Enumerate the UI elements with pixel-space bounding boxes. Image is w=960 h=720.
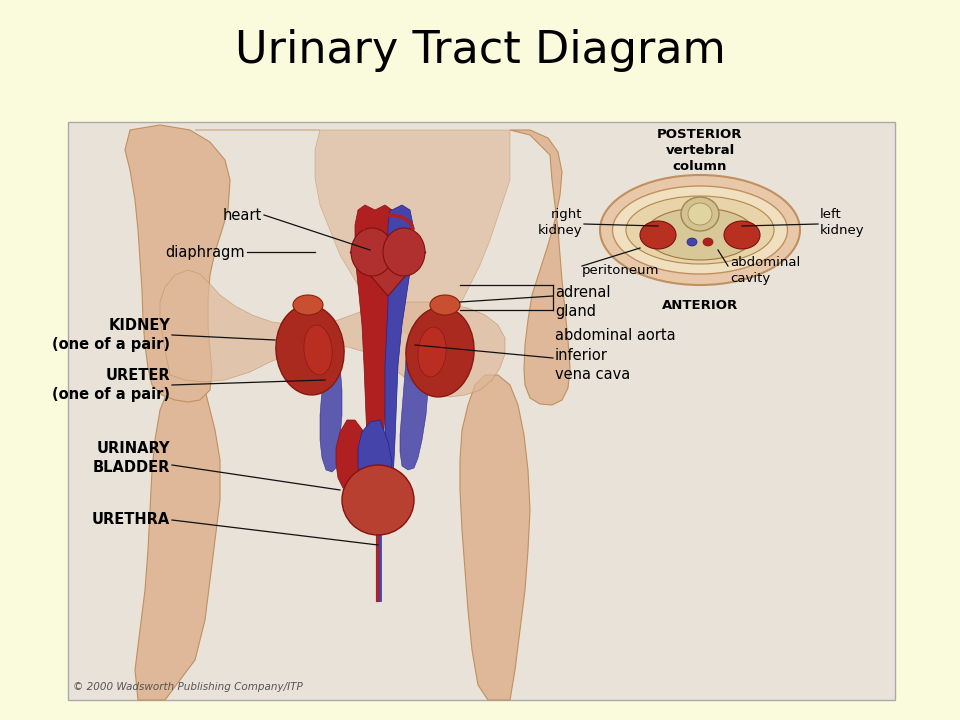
Ellipse shape: [640, 221, 676, 249]
Ellipse shape: [645, 208, 755, 260]
Polygon shape: [460, 375, 530, 700]
Text: URETER
(one of a pair): URETER (one of a pair): [52, 368, 170, 402]
Polygon shape: [510, 130, 570, 405]
Ellipse shape: [293, 295, 323, 315]
Ellipse shape: [342, 465, 414, 535]
Text: right
kidney: right kidney: [538, 207, 582, 236]
Ellipse shape: [688, 203, 712, 225]
Text: © 2000 Wadsworth Publishing Company/ITP: © 2000 Wadsworth Publishing Company/ITP: [73, 682, 302, 692]
Polygon shape: [336, 420, 370, 492]
Ellipse shape: [612, 186, 787, 274]
Polygon shape: [400, 350, 428, 470]
Ellipse shape: [406, 307, 474, 397]
Ellipse shape: [600, 175, 800, 285]
Ellipse shape: [681, 197, 719, 231]
Ellipse shape: [383, 228, 425, 276]
Polygon shape: [355, 205, 398, 505]
Polygon shape: [385, 205, 413, 505]
Text: peritoneum: peritoneum: [582, 264, 660, 276]
Text: KIDNEY
(one of a pair): KIDNEY (one of a pair): [52, 318, 170, 352]
Text: abdominal aorta
inferior
vena cava: abdominal aorta inferior vena cava: [555, 328, 676, 382]
Text: adrenal
gland: adrenal gland: [555, 284, 611, 320]
Polygon shape: [320, 350, 342, 472]
Text: diaphragm: diaphragm: [165, 245, 245, 259]
Polygon shape: [125, 125, 230, 402]
Ellipse shape: [276, 305, 344, 395]
Text: abdominal
cavity: abdominal cavity: [730, 256, 801, 284]
Ellipse shape: [418, 327, 446, 377]
Ellipse shape: [304, 325, 332, 375]
Ellipse shape: [687, 238, 697, 246]
Polygon shape: [195, 130, 510, 337]
Ellipse shape: [724, 221, 760, 249]
Polygon shape: [350, 252, 426, 296]
Text: ANTERIOR: ANTERIOR: [661, 299, 738, 312]
Bar: [68, 122, 895, 700]
Ellipse shape: [351, 228, 393, 276]
Ellipse shape: [626, 196, 774, 264]
Text: URINARY
BLADDER: URINARY BLADDER: [92, 441, 170, 475]
Polygon shape: [160, 270, 505, 397]
Text: heart: heart: [223, 207, 262, 222]
Text: URETHRA: URETHRA: [92, 513, 170, 528]
Text: Urinary Tract Diagram: Urinary Tract Diagram: [234, 29, 726, 71]
Ellipse shape: [703, 238, 713, 246]
Text: left
kidney: left kidney: [820, 207, 865, 236]
Ellipse shape: [430, 295, 460, 315]
Text: POSTERIOR
vertebral
column: POSTERIOR vertebral column: [658, 127, 743, 173]
Polygon shape: [135, 380, 220, 700]
Polygon shape: [358, 420, 392, 494]
